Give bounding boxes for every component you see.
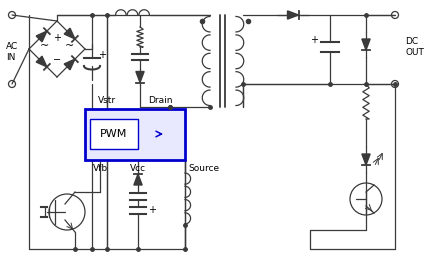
Polygon shape xyxy=(287,11,299,19)
Polygon shape xyxy=(134,174,142,185)
Text: Vcc: Vcc xyxy=(130,164,146,173)
Text: ~: ~ xyxy=(65,41,74,51)
Polygon shape xyxy=(64,28,75,39)
Text: Vfb: Vfb xyxy=(92,164,108,173)
Text: ~: ~ xyxy=(40,41,49,51)
Text: DC
OUT: DC OUT xyxy=(405,37,424,57)
Text: Source: Source xyxy=(188,164,219,173)
Text: +: + xyxy=(98,50,106,60)
Polygon shape xyxy=(136,72,144,83)
FancyBboxPatch shape xyxy=(90,119,138,149)
Text: +: + xyxy=(53,33,61,43)
Text: Drain: Drain xyxy=(148,96,172,105)
Text: +: + xyxy=(310,35,318,45)
Text: +: + xyxy=(148,205,156,215)
Polygon shape xyxy=(36,56,47,67)
Text: −: − xyxy=(53,55,61,65)
Text: PWM: PWM xyxy=(100,129,128,139)
FancyBboxPatch shape xyxy=(85,109,185,160)
Polygon shape xyxy=(36,31,47,42)
Polygon shape xyxy=(362,154,370,165)
Text: AC
IN: AC IN xyxy=(6,42,18,62)
Polygon shape xyxy=(362,39,370,50)
Text: Vstr: Vstr xyxy=(98,96,116,105)
Polygon shape xyxy=(64,59,75,70)
